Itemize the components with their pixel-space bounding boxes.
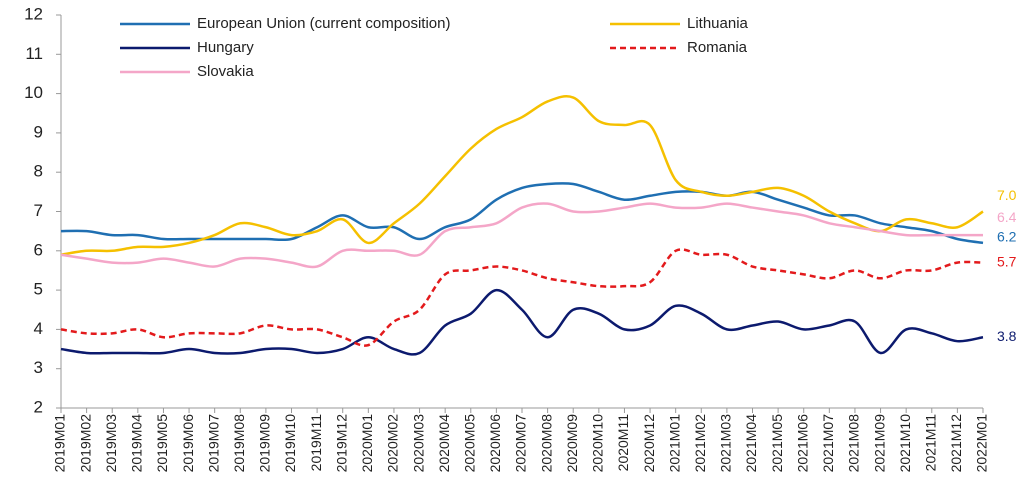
y-tick-label: 7 xyxy=(34,201,43,220)
x-tick-label: 2020M09 xyxy=(564,414,580,473)
y-tick-label: 11 xyxy=(25,44,43,63)
x-tick-label: 2021M07 xyxy=(820,414,836,473)
y-tick-label: 3 xyxy=(34,358,43,377)
x-tick-label: 2019M06 xyxy=(180,414,196,473)
y-tick-label: 6 xyxy=(34,240,43,259)
x-tick-label: 2019M04 xyxy=(129,414,145,473)
end-label: 7.0 xyxy=(997,187,1017,203)
x-tick-label: 2021M12 xyxy=(948,414,964,473)
x-tick-label: 2020M05 xyxy=(461,414,477,473)
x-tick-label: 2020M01 xyxy=(359,414,375,473)
end-label: 6.2 xyxy=(997,229,1017,245)
legend-label: Lithuania xyxy=(687,15,749,32)
end-label: 6.4 xyxy=(997,209,1017,225)
x-tick-label: 2019M11 xyxy=(308,414,324,472)
series-line xyxy=(60,202,983,269)
y-tick-label: 2 xyxy=(34,397,43,416)
x-tick-label: 2019M12 xyxy=(333,414,349,473)
x-tick-label: 2021M01 xyxy=(666,414,682,473)
x-tick-label: 2021M04 xyxy=(743,414,759,473)
x-tick-label: 2021M09 xyxy=(871,414,887,473)
x-tick-label: 2019M08 xyxy=(231,414,247,473)
x-tick-label: 2021M06 xyxy=(794,414,810,473)
x-tick-label: 2020M02 xyxy=(385,414,401,473)
end-label: 3.8 xyxy=(997,328,1017,344)
x-tick-label: 2019M01 xyxy=(52,414,68,473)
x-tick-label: 2021M08 xyxy=(846,414,862,473)
x-tick-label: 2020M07 xyxy=(513,414,529,473)
x-tick-label: 2020M11 xyxy=(615,414,631,472)
x-tick-label: 2021M11 xyxy=(922,414,938,472)
y-tick-label: 12 xyxy=(24,4,43,23)
y-tick-label: 10 xyxy=(24,83,43,102)
x-tick-label: 2019M07 xyxy=(205,414,221,473)
x-tick-label: 2020M06 xyxy=(487,414,503,473)
series-line xyxy=(60,288,984,356)
legend-label: Romania xyxy=(687,39,748,56)
legend-label: Hungary xyxy=(197,39,254,56)
x-tick-label: 2019M09 xyxy=(257,414,273,473)
x-tick-label: 2020M10 xyxy=(590,414,606,473)
legend-label: European Union (current composition) xyxy=(197,15,450,32)
y-tick-label: 4 xyxy=(34,319,43,338)
x-tick-label: 2019M02 xyxy=(77,414,93,473)
x-tick-label: 2020M03 xyxy=(410,414,426,473)
y-tick-label: 8 xyxy=(34,162,43,181)
x-tick-label: 2020M12 xyxy=(641,414,657,473)
x-tick-label: 2022M01 xyxy=(974,414,990,473)
x-tick-label: 2019M05 xyxy=(154,414,170,473)
y-tick-label: 5 xyxy=(34,280,43,299)
y-tick-label: 9 xyxy=(34,122,43,141)
x-tick-label: 2021M05 xyxy=(769,414,785,473)
x-tick-label: 2021M10 xyxy=(897,414,913,473)
x-tick-label: 2020M04 xyxy=(436,414,452,473)
series-line xyxy=(60,181,984,245)
x-tick-label: 2019M10 xyxy=(282,414,298,473)
series-line xyxy=(60,248,984,347)
x-tick-label: 2020M08 xyxy=(538,414,554,473)
x-tick-label: 2021M02 xyxy=(692,414,708,473)
end-label: 5.7 xyxy=(997,253,1017,269)
x-tick-label: 2021M03 xyxy=(718,414,734,473)
legend-label: Slovakia xyxy=(197,63,254,80)
x-tick-label: 2019M03 xyxy=(103,414,119,473)
series-line xyxy=(60,95,984,256)
